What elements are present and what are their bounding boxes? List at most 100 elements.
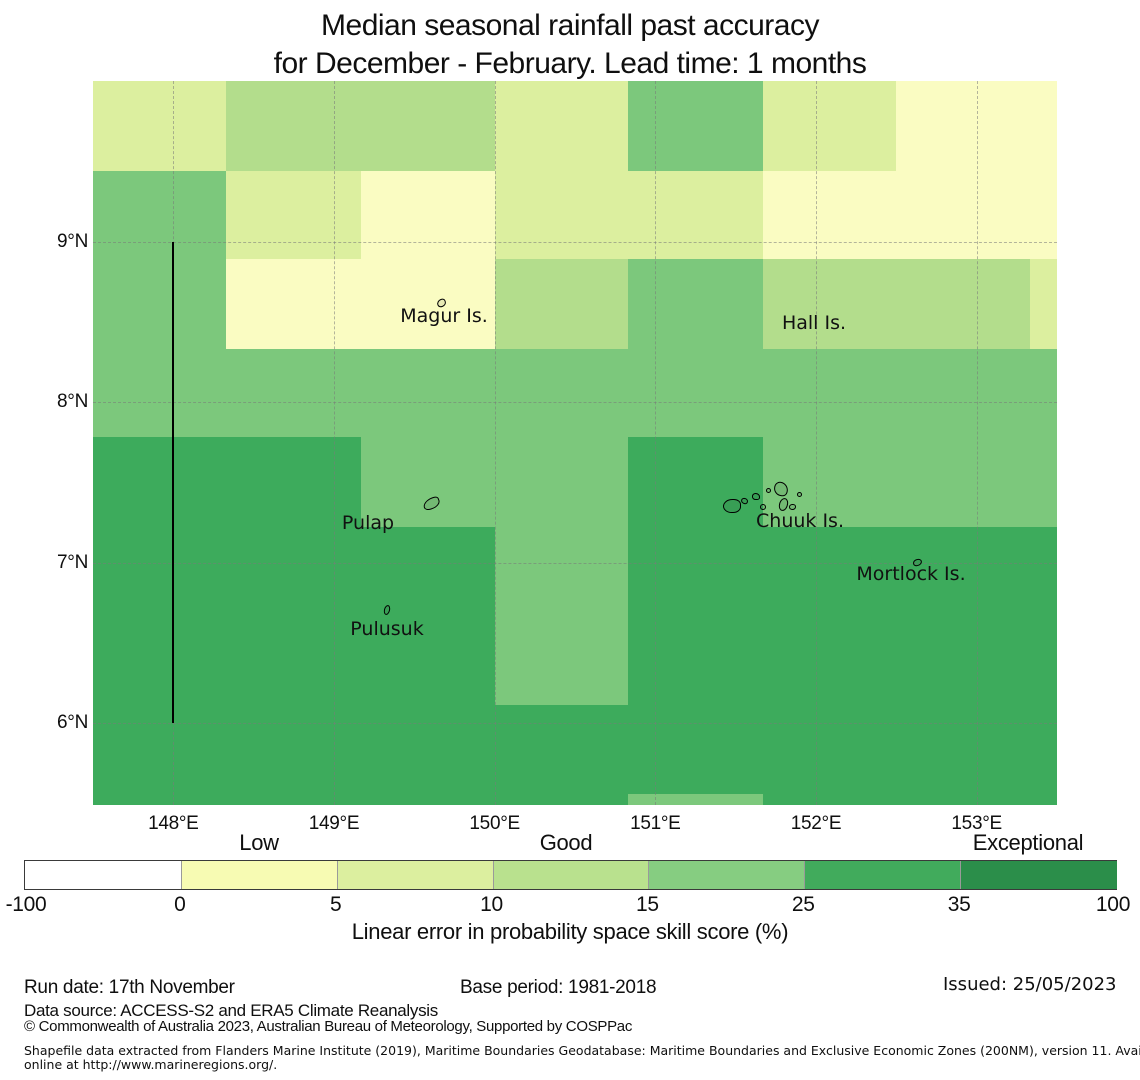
map-cell [494, 437, 629, 528]
map-cell [1029, 259, 1058, 350]
colorbar-tick-label: 35 [947, 893, 971, 916]
colorbar-tick-label: 15 [636, 893, 659, 916]
map-cell [896, 259, 1031, 350]
map-cell [896, 793, 1031, 806]
map-cell [494, 170, 629, 260]
place-label-magur-is: Magur Is. [400, 305, 488, 327]
colorbar-tick-label: -100 [5, 893, 47, 916]
longitude-gridline [655, 81, 657, 805]
map-cell [628, 437, 764, 528]
map-cell [896, 81, 1031, 172]
map-cell [762, 81, 897, 172]
map-cell [226, 170, 362, 260]
map-cell [93, 705, 227, 795]
map-cell [762, 259, 897, 350]
map-cell [1029, 81, 1058, 172]
footer-base-period: Base period: 1981-2018 [460, 977, 657, 998]
map-cell [361, 349, 496, 438]
x-axis-tick-label: 150°E [469, 813, 520, 834]
map-cell [226, 81, 362, 172]
x-axis-tick-label: 151°E [630, 813, 681, 834]
map-cell [1029, 705, 1058, 795]
map-cell [494, 705, 629, 795]
x-axis-tick-label: 148°E [148, 813, 199, 834]
map-cell [762, 437, 897, 528]
map-cell [762, 349, 897, 438]
map-cell [628, 170, 764, 260]
map-cell [93, 349, 227, 438]
island-outline [789, 504, 796, 510]
island-outline [723, 499, 741, 513]
map-cell [494, 527, 629, 617]
map-cell [896, 615, 1031, 706]
chart-title-line1: Median seasonal rainfall past accuracy [321, 9, 819, 42]
map-cell [896, 349, 1031, 438]
map-cell [896, 170, 1031, 260]
place-label-hall-is: Hall Is. [781, 312, 847, 334]
map-cell [628, 259, 764, 350]
map-cell [1029, 793, 1058, 806]
colorbar-category-low: Low [239, 830, 279, 855]
map-cell [628, 81, 764, 172]
map-cell [361, 705, 496, 795]
colorbar-segment [804, 861, 962, 889]
map-cell [628, 527, 764, 617]
map-cell [226, 437, 362, 528]
longitude-gridline [816, 81, 817, 805]
longitude-gridline [494, 81, 496, 805]
y-axis-tick-label: 7°N [57, 551, 88, 573]
map-cell [1029, 615, 1058, 706]
colorbar-category-exceptional: Exceptional [972, 830, 1084, 855]
colorbar-segment [648, 861, 806, 889]
map-cell [896, 437, 1031, 528]
footer-copyright: © Commonwealth of Australia 2023, Austra… [24, 1018, 633, 1035]
map-cell [93, 527, 227, 617]
map-cell [494, 81, 629, 172]
footer-issued: Issued: 25/05/2023 [943, 974, 1117, 995]
map-cell [226, 705, 362, 795]
colorbar-segment [180, 861, 338, 889]
map-cell [226, 793, 362, 806]
footer-data-source: Data source: ACCESS-S2 and ERA5 Climate … [24, 1001, 438, 1020]
map-cell [226, 615, 362, 706]
latitude-gridline [93, 723, 1057, 725]
chart-title-line2: for December - February. Lead time: 1 mo… [273, 47, 867, 80]
map-cell [226, 527, 362, 617]
colorbar [24, 860, 1117, 890]
y-axis-tick-label: 9°N [57, 230, 88, 252]
colorbar-tick-label: 10 [480, 893, 503, 916]
latitude-gridline [93, 241, 1057, 243]
latitude-gridline [93, 562, 1057, 564]
x-axis-tick-label: 149°E [308, 813, 360, 834]
island-outline [766, 488, 771, 493]
colorbar-tick-label: 25 [791, 893, 815, 916]
map-cell [628, 705, 764, 795]
latitude-gridline [93, 402, 1057, 404]
map-cell [494, 793, 629, 806]
map-cell [896, 705, 1031, 795]
map-cell [628, 793, 764, 806]
map-cell [93, 81, 227, 172]
colorbar-segment [960, 861, 1117, 889]
map-cell [494, 349, 629, 438]
colorbar-segment [336, 861, 494, 889]
map-cell [93, 259, 227, 350]
map-cell [361, 615, 496, 706]
map-cell [361, 170, 496, 260]
map-cell [762, 793, 897, 806]
map-cell [93, 615, 227, 706]
map-cell [93, 170, 227, 260]
colorbar-axis-label: Linear error in probability space skill … [351, 919, 789, 944]
map-cell [361, 793, 496, 806]
map-cell [1029, 349, 1058, 438]
footer-shapefile-line1: Shapefile data extracted from Flanders M… [24, 1043, 1140, 1058]
map-cell [1029, 527, 1058, 617]
place-label-mortlock-is: Mortlock Is. [856, 563, 966, 585]
colorbar-tick-label: 100 [1095, 893, 1131, 916]
map-cell [361, 259, 496, 350]
footer-shapefile-line2: online at http://www.marineregions.org/. [24, 1057, 278, 1072]
colorbar-segment [492, 861, 650, 889]
map-cell [93, 793, 227, 806]
place-label-pulap: Pulap [341, 512, 395, 534]
